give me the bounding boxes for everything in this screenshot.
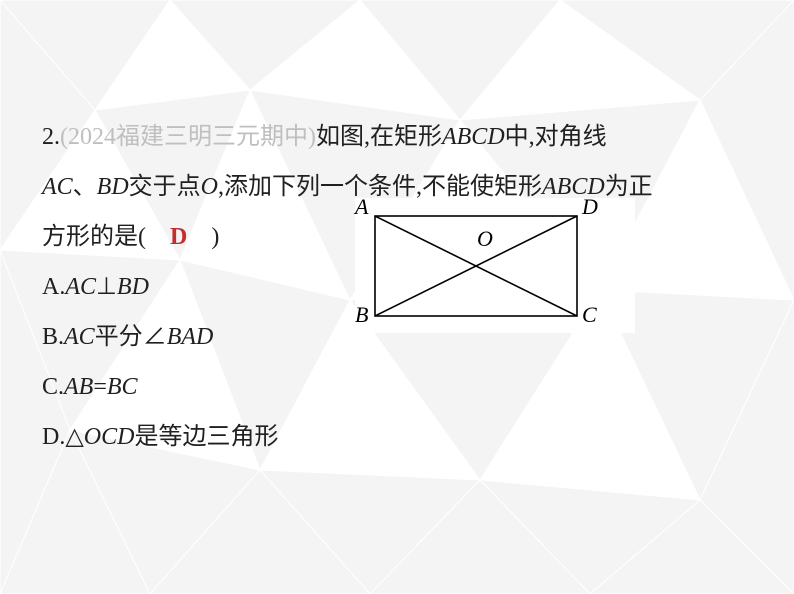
option-c: C.AB=BC	[42, 362, 750, 412]
var-bad: BAD	[167, 324, 214, 350]
option-prefix: A.	[42, 274, 65, 300]
stem-text: 如图,在矩形	[316, 124, 442, 150]
option-prefix: B.	[42, 324, 64, 350]
stem-text: 中,对角线	[505, 124, 607, 150]
var-bd: BD	[117, 274, 149, 300]
option-text: 平分∠	[95, 324, 167, 350]
stem-text: 方形的是	[42, 224, 138, 250]
stem-text: 为正	[605, 174, 653, 200]
var-ocd: OCD	[84, 424, 135, 450]
var-ac: AC	[42, 174, 73, 200]
var-bd: BD	[97, 174, 129, 200]
answer-letter: D	[170, 224, 187, 250]
var-ac: AC	[64, 324, 95, 350]
option-prefix: C.	[42, 374, 64, 400]
question-source: (2024福建三明三元期中)	[60, 124, 316, 150]
eq: =	[93, 374, 107, 400]
option-prefix: D.△	[42, 424, 84, 450]
label-c: C	[582, 302, 597, 328]
paren-open: (	[138, 224, 170, 250]
var-abcd: ABCD	[442, 124, 505, 150]
option-text: 是等边三角形	[134, 424, 278, 450]
question-line-1: 2.(2024福建三明三元期中)如图,在矩形ABCD中,对角线	[42, 112, 750, 162]
question-number: 2.	[42, 124, 60, 150]
var-o: O	[201, 174, 218, 200]
paren-close: )	[187, 224, 219, 250]
option-d: D.△OCD是等边三角形	[42, 412, 750, 462]
var-bc: BC	[107, 374, 138, 400]
stem-text: 交于点	[129, 174, 201, 200]
slide-page: 2.(2024福建三明三元期中)如图,在矩形ABCD中,对角线 AC、BD交于点…	[0, 0, 794, 594]
label-a: A	[355, 194, 368, 220]
label-o: O	[477, 226, 493, 252]
sep: 、	[73, 174, 97, 200]
geometry-figure: A D B C O	[355, 198, 635, 333]
var-ab: AB	[64, 374, 93, 400]
var-ac: AC	[65, 274, 96, 300]
perp: ⊥	[96, 274, 117, 300]
stem-text: ,添加下列一个条件,不能使矩形	[218, 174, 542, 200]
label-b: B	[355, 302, 368, 328]
label-d: D	[582, 194, 598, 220]
